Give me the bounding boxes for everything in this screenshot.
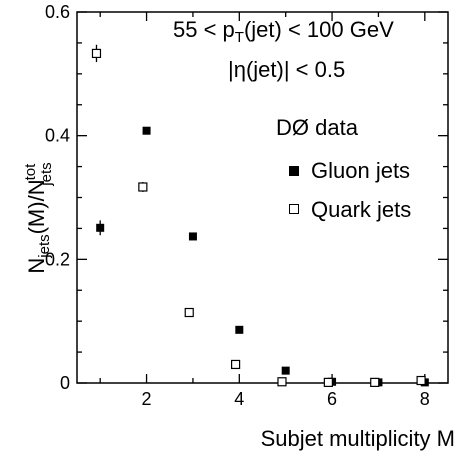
quark-point: [323, 377, 333, 387]
x-axis-title: Subjet multiplicity M: [261, 426, 455, 451]
y-axis-title-mid: (M)/N: [24, 179, 49, 234]
gluon-point: [235, 325, 244, 334]
gluon-marker: [281, 366, 290, 375]
quark-point: [416, 375, 426, 386]
pt-range-rest: (jet) < 100 GeV: [244, 17, 394, 42]
quark-marker: [323, 377, 333, 387]
y-axis-title-sub1: jets: [36, 234, 53, 258]
quark-marker: [231, 359, 241, 370]
y-tick-label: 0: [60, 373, 70, 393]
quark-point: [277, 377, 287, 387]
pt-range-prefix: 55 < p: [173, 17, 235, 42]
experiment-label: DØ data: [276, 115, 359, 140]
gluon-marker: [235, 325, 244, 334]
legend-label-gluon: Gluon jets: [311, 158, 410, 183]
gluon-point: [188, 232, 197, 241]
quark-marker: [91, 48, 102, 59]
y-axis: 0 0.2 0.4 0.6: [45, 2, 448, 393]
legend-marker-gluon: [289, 166, 299, 176]
quark-marker: [138, 182, 148, 192]
quark-marker: [277, 377, 287, 387]
y-tick-label: 0.6: [45, 2, 70, 22]
gluon-marker: [142, 126, 151, 135]
gluon-marker: [96, 223, 105, 232]
y-axis-title: Njets(M)/Ntotjets: [22, 162, 55, 273]
eta-range-label: |η(jet)| < 0.5: [228, 57, 345, 82]
y-tick-label: 0.2: [45, 249, 70, 269]
pt-range-label: 55 < pT(jet) < 100 GeV: [173, 17, 394, 46]
quark-marker: [184, 307, 194, 318]
quark-point: [231, 359, 241, 370]
quark-marker: [416, 375, 426, 386]
quark-point: [91, 44, 102, 63]
x-tick-label: 2: [142, 389, 152, 409]
x-tick-label: 6: [327, 389, 337, 409]
legend: Gluon jets Quark jets: [289, 158, 411, 222]
y-axis-title-main: N: [24, 258, 49, 274]
gluon-marker: [188, 232, 197, 241]
x-tick-label: 8: [420, 389, 430, 409]
legend-label-quark: Quark jets: [311, 197, 411, 222]
quark-point: [370, 377, 380, 387]
y-axis-title-sup: tot: [22, 163, 39, 181]
pt-range-sub: T: [235, 29, 244, 46]
quark-point: [184, 307, 194, 318]
y-tick-label: 0.4: [45, 126, 70, 146]
gluon-point: [96, 220, 105, 236]
quark-marker: [370, 377, 380, 387]
y-axis-title-sub2: jets: [38, 162, 55, 186]
gluon-point: [142, 126, 151, 135]
quark-point: [138, 182, 148, 192]
gluon-point: [281, 366, 290, 375]
x-tick-label: 4: [234, 389, 244, 409]
data-points: [91, 44, 429, 387]
legend-marker-quark: [289, 204, 299, 214]
